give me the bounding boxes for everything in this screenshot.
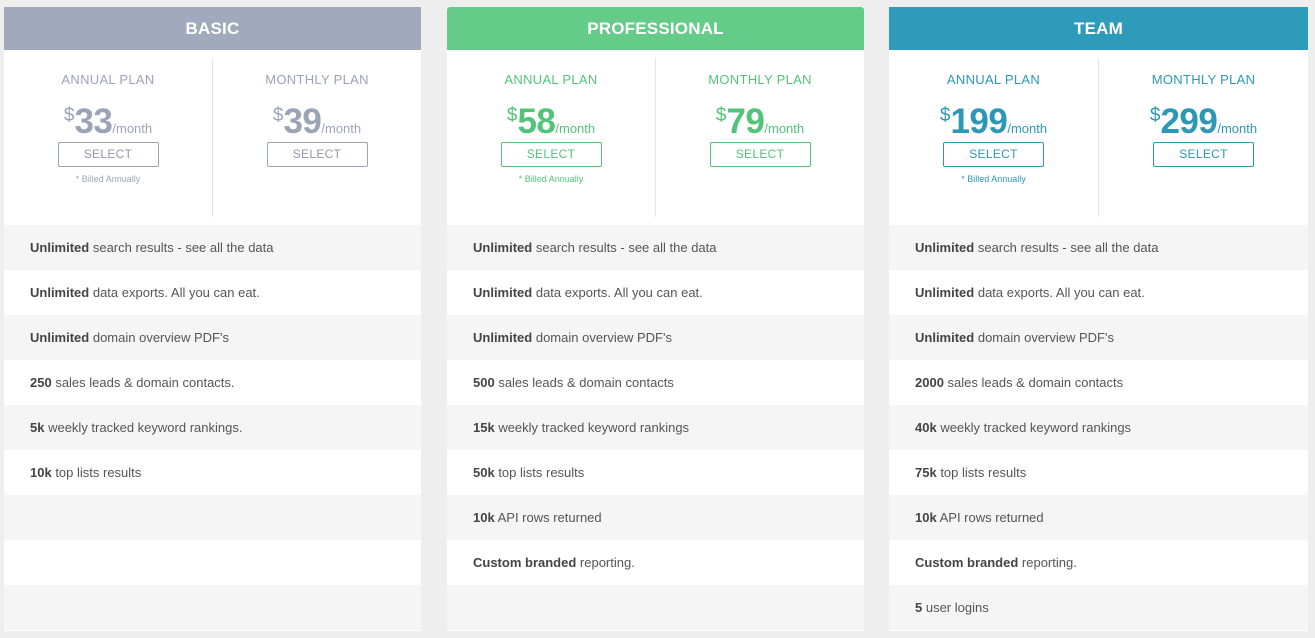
monthly-plan-option: MONTHLY PLAN $39/month SELECT xyxy=(213,58,421,225)
pricing-options: ANNUAL PLAN $199/month SELECT * Billed A… xyxy=(889,50,1308,225)
feature-row: Unlimited search results - see all the d… xyxy=(4,225,421,270)
feature-row: 5 user logins xyxy=(889,585,1308,630)
feature-list: Unlimited search results - see all the d… xyxy=(4,225,421,630)
monthly-plan-option: MONTHLY PLAN $79/month SELECT xyxy=(656,58,864,225)
feature-row: 10k API rows returned xyxy=(447,495,864,540)
feature-row: 500 sales leads & domain contacts xyxy=(447,360,864,405)
plan-card-basic: BASIC ANNUAL PLAN $33/month SELECT * Bil… xyxy=(4,7,421,631)
feature-row: 40k weekly tracked keyword rankings xyxy=(889,405,1308,450)
currency-symbol: $ xyxy=(715,105,727,126)
plan-card-professional: PROFESSIONAL ANNUAL PLAN $58/month SELEC… xyxy=(447,7,864,631)
price-period: /month xyxy=(112,121,153,136)
select-annual-button[interactable]: SELECT xyxy=(57,142,159,167)
annual-price: $33/month xyxy=(4,97,212,141)
monthly-plan-label: MONTHLY PLAN xyxy=(1151,72,1256,87)
select-monthly-button[interactable]: SELECT xyxy=(709,142,811,167)
annual-plan-label: ANNUAL PLAN xyxy=(946,72,1041,87)
monthly-price: $79/month xyxy=(656,97,864,141)
annual-plan-option: ANNUAL PLAN $33/month SELECT * Billed An… xyxy=(4,58,213,217)
currency-symbol: $ xyxy=(63,105,75,126)
feature-row: Unlimited search results - see all the d… xyxy=(889,225,1308,270)
plan-card-team: TEAM ANNUAL PLAN $199/month SELECT * Bil… xyxy=(889,7,1308,631)
price-amount: 79 xyxy=(726,102,765,141)
price-amount: 199 xyxy=(950,102,1008,141)
feature-row: Unlimited domain overview PDF's xyxy=(4,315,421,360)
price-period: /month xyxy=(1007,121,1048,136)
price-amount: 58 xyxy=(517,102,556,141)
feature-row: Custom branded reporting. xyxy=(889,540,1308,585)
monthly-price: $39/month xyxy=(213,97,421,141)
price-period: /month xyxy=(321,121,362,136)
monthly-plan-label: MONTHLY PLAN xyxy=(265,72,369,87)
feature-row-empty xyxy=(447,585,864,630)
feature-row: 10k top lists results xyxy=(4,450,421,495)
feature-row: Custom branded reporting. xyxy=(447,540,864,585)
feature-row: 5k weekly tracked keyword rankings. xyxy=(4,405,421,450)
price-amount: 33 xyxy=(74,102,113,141)
billed-annually-note: * Billed Annually xyxy=(75,174,141,184)
annual-price: $58/month xyxy=(447,97,655,141)
currency-symbol: $ xyxy=(1149,105,1161,126)
monthly-price: $299/month xyxy=(1099,97,1308,141)
select-annual-button[interactable]: SELECT xyxy=(500,142,602,167)
pricing-options: ANNUAL PLAN $33/month SELECT * Billed An… xyxy=(4,50,421,225)
price-amount: 299 xyxy=(1160,102,1218,141)
plan-title: BASIC xyxy=(4,7,421,50)
annual-plan-option: ANNUAL PLAN $199/month SELECT * Billed A… xyxy=(889,58,1099,217)
plan-title: PROFESSIONAL xyxy=(447,7,864,50)
select-monthly-button[interactable]: SELECT xyxy=(266,142,368,167)
feature-row-empty xyxy=(4,495,421,540)
annual-plan-option: ANNUAL PLAN $58/month SELECT * Billed An… xyxy=(447,58,656,217)
billed-annually-note: * Billed Annually xyxy=(961,174,1026,184)
price-amount: 39 xyxy=(283,102,322,141)
feature-row: Unlimited data exports. All you can eat. xyxy=(447,270,864,315)
feature-row: 250 sales leads & domain contacts. xyxy=(4,360,421,405)
feature-row: 10k API rows returned xyxy=(889,495,1308,540)
currency-symbol: $ xyxy=(939,105,951,126)
currency-symbol: $ xyxy=(506,105,518,126)
monthly-plan-label: MONTHLY PLAN xyxy=(708,72,812,87)
billed-annually-note: * Billed Annually xyxy=(518,174,584,184)
feature-row: Unlimited data exports. All you can eat. xyxy=(4,270,421,315)
select-annual-button[interactable]: SELECT xyxy=(943,142,1044,167)
pricing-options: ANNUAL PLAN $58/month SELECT * Billed An… xyxy=(447,50,864,225)
plan-title: TEAM xyxy=(889,7,1308,50)
price-period: /month xyxy=(764,121,805,136)
feature-row: 50k top lists results xyxy=(447,450,864,495)
feature-row: Unlimited domain overview PDF's xyxy=(889,315,1308,360)
feature-list: Unlimited search results - see all the d… xyxy=(447,225,864,630)
feature-row: Unlimited data exports. All you can eat. xyxy=(889,270,1308,315)
feature-row: Unlimited search results - see all the d… xyxy=(447,225,864,270)
annual-plan-label: ANNUAL PLAN xyxy=(61,72,155,87)
feature-row: 75k top lists results xyxy=(889,450,1308,495)
feature-list: Unlimited search results - see all the d… xyxy=(889,225,1308,630)
price-period: /month xyxy=(1217,121,1258,136)
annual-plan-label: ANNUAL PLAN xyxy=(504,72,598,87)
feature-row-empty xyxy=(4,540,421,585)
monthly-plan-option: MONTHLY PLAN $299/month SELECT xyxy=(1099,58,1308,225)
feature-row-empty xyxy=(4,585,421,630)
annual-price: $199/month xyxy=(889,97,1098,141)
price-period: /month xyxy=(555,121,596,136)
feature-row: 2000 sales leads & domain contacts xyxy=(889,360,1308,405)
select-monthly-button[interactable]: SELECT xyxy=(1153,142,1254,167)
feature-row: Unlimited domain overview PDF's xyxy=(447,315,864,360)
feature-row: 15k weekly tracked keyword rankings xyxy=(447,405,864,450)
currency-symbol: $ xyxy=(272,105,284,126)
